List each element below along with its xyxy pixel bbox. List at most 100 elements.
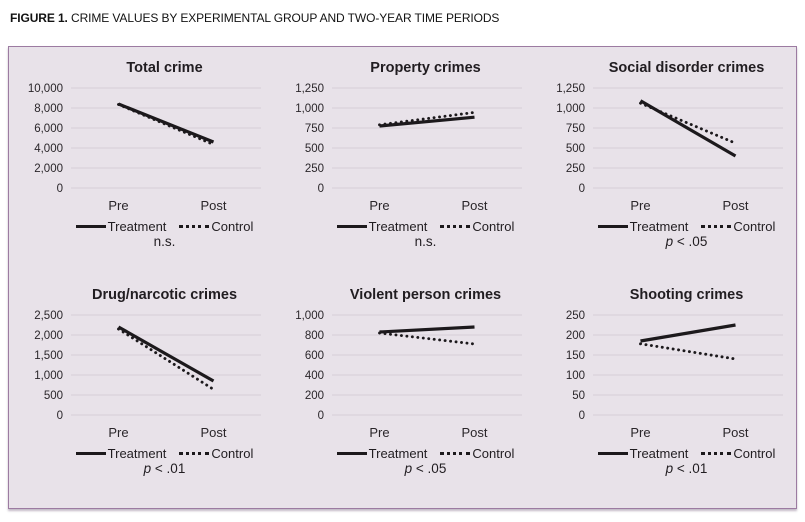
- x-axis-label-pre: Pre: [369, 425, 389, 440]
- x-axis-label-post: Post: [200, 425, 226, 440]
- treatment-line-swatch-icon: [336, 451, 367, 455]
- control-line-swatch-icon: [179, 451, 210, 455]
- chart-plot: 1,250 1,000 750 500 250 0 Pre Post: [295, 83, 522, 213]
- y-axis-tick-label: 1,500: [34, 350, 63, 362]
- chart-plot: 2,500 2,000 1,500 1,000 500 0 Pre Post: [34, 310, 261, 440]
- y-axis-tick-label: 10,000: [28, 83, 63, 95]
- control-line-swatch-icon: [440, 225, 471, 228]
- x-axis-label-pre: Pre: [369, 198, 389, 213]
- chart-plot: 1,250 1,000 750 500 250 0 Pre Post: [556, 83, 783, 213]
- y-axis-tick-label: 500: [566, 143, 585, 155]
- chart-plot: 1,000 800 600 400 200 0 Pre Post: [295, 310, 522, 440]
- control-line: [378, 331, 476, 345]
- chart-legend: Treatment Control: [552, 219, 776, 234]
- x-axis-label-post: Post: [461, 198, 487, 213]
- legend-label-control: Control: [733, 219, 776, 234]
- control-line: [639, 101, 737, 145]
- y-axis-tick-label: 400: [305, 370, 324, 382]
- x-axis-label-pre: Pre: [108, 425, 128, 440]
- chart-legend: Treatment Control: [291, 446, 514, 461]
- x-axis-label-post: Post: [722, 198, 748, 213]
- legend-label-control: Control: [733, 445, 776, 461]
- y-axis-tick-label: 500: [44, 390, 63, 402]
- chart-title: Property crimes: [370, 60, 481, 76]
- y-axis-tick-label: 1,250: [556, 83, 585, 95]
- chart-violent-person-crimes: Violent person crimes 1,000 800 600 400 200 0 P…: [272, 280, 533, 507]
- chart-legend: Treatment Control: [291, 219, 515, 234]
- control-line: [378, 110, 476, 127]
- x-axis-label-pre: Pre: [108, 198, 128, 213]
- y-axis-tick-label: 800: [305, 330, 324, 342]
- y-axis-tick-label: 0: [57, 183, 63, 195]
- treatment-line-swatch-icon: [597, 225, 628, 228]
- chart-legend: Treatment Control: [30, 445, 254, 461]
- treatment-line-swatch-icon: [336, 225, 367, 228]
- chart-title: Total crime: [126, 60, 203, 76]
- chart-title: Shooting crimes: [629, 286, 744, 303]
- figure-caption: FIGURE 1. CRIME VALUES BY EXPERIMENTAL G…: [10, 11, 797, 25]
- y-axis-tick-label: 0: [579, 410, 585, 422]
- control-line-swatch-icon: [179, 225, 210, 228]
- treatment-line: [379, 324, 475, 334]
- chart-drug-narcotic-crimes: Drug/narcotic crimes 2,500 2,000 1,500 1,000…: [11, 280, 272, 507]
- treatment-line-swatch-icon: [597, 451, 628, 455]
- y-axis-tick-label: 6,000: [34, 123, 63, 135]
- significance-label: p < .05: [404, 460, 447, 476]
- x-axis-label-post: Post: [461, 425, 487, 440]
- legend-label-control: Control: [211, 445, 254, 461]
- legend-label-treatment: Treatment: [629, 445, 689, 461]
- significance-label: p < .01: [143, 460, 186, 476]
- treatment-line-swatch-icon: [75, 225, 106, 228]
- control-line: [117, 103, 215, 146]
- control-line-swatch-icon: [701, 451, 732, 455]
- treatment-line: [117, 102, 215, 144]
- y-axis-tick-label: 500: [305, 143, 324, 155]
- control-line: [639, 341, 737, 360]
- legend-label-control: Control: [211, 219, 254, 234]
- treatment-line: [379, 115, 475, 128]
- figure-panel: Total crime 10,000 8,000 6,000 4,000 2,000 0 Pr…: [8, 46, 797, 509]
- y-axis-tick-label: 2,500: [34, 310, 63, 322]
- y-axis-tick-label: 1,250: [295, 83, 324, 95]
- chart-legend: Treatment Control: [552, 445, 776, 461]
- y-axis-tick-label: 0: [318, 410, 324, 422]
- legend-label-treatment: Treatment: [107, 445, 167, 461]
- control-line: [117, 327, 215, 391]
- y-axis-tick-label: 1,000: [34, 370, 63, 382]
- legend-label-control: Control: [472, 219, 515, 234]
- y-axis-tick-label: 0: [57, 410, 63, 422]
- chart-shooting-crimes: Shooting crimes 250 200 150 100 50 0 Pre Post Tre…: [533, 280, 794, 507]
- figure-title: CRIME VALUES BY EXPERIMENTAL GROUP AND T…: [71, 11, 500, 25]
- chart-plot: 250 200 150 100 50 0 Pre Post: [566, 310, 783, 440]
- figure-label: FIGURE 1.: [10, 11, 68, 25]
- y-axis-tick-label: 250: [566, 310, 585, 322]
- chart-plot: 10,000 8,000 6,000 4,000 2,000 0 Pre Post: [28, 83, 261, 213]
- y-axis-tick-label: 1,000: [295, 103, 324, 115]
- y-axis-tick-label: 8,000: [34, 103, 63, 115]
- y-axis-tick-label: 1,000: [556, 103, 585, 115]
- y-axis-tick-label: 250: [305, 163, 324, 175]
- y-axis-tick-label: 100: [566, 370, 585, 382]
- x-axis-label-post: Post: [722, 425, 748, 440]
- control-line-swatch-icon: [440, 451, 471, 455]
- legend-label-treatment: Treatment: [107, 219, 167, 234]
- y-axis-tick-label: 0: [579, 183, 585, 195]
- significance-label: p < .05: [665, 234, 708, 249]
- y-axis-tick-label: 150: [566, 350, 585, 362]
- y-axis-tick-label: 4,000: [34, 143, 63, 155]
- treatment-line-swatch-icon: [75, 451, 106, 455]
- legend-label-treatment: Treatment: [629, 219, 689, 234]
- chart-social-disorder-crimes: Social disorder crimes 1,250 1,000 750 500 25…: [533, 53, 794, 280]
- y-axis-tick-label: 750: [566, 123, 585, 135]
- control-line-swatch-icon: [701, 225, 732, 228]
- significance-label: n.s.: [153, 234, 176, 249]
- y-axis-tick-label: 250: [566, 163, 585, 175]
- chart-title: Social disorder crimes: [608, 60, 765, 76]
- x-axis-label-post: Post: [200, 198, 226, 213]
- chart-title: Drug/narcotic crimes: [91, 286, 238, 303]
- legend-label-treatment: Treatment: [368, 219, 428, 234]
- x-axis-label-pre: Pre: [630, 425, 650, 440]
- y-axis-tick-label: 750: [305, 123, 324, 135]
- x-axis-label-pre: Pre: [630, 198, 650, 213]
